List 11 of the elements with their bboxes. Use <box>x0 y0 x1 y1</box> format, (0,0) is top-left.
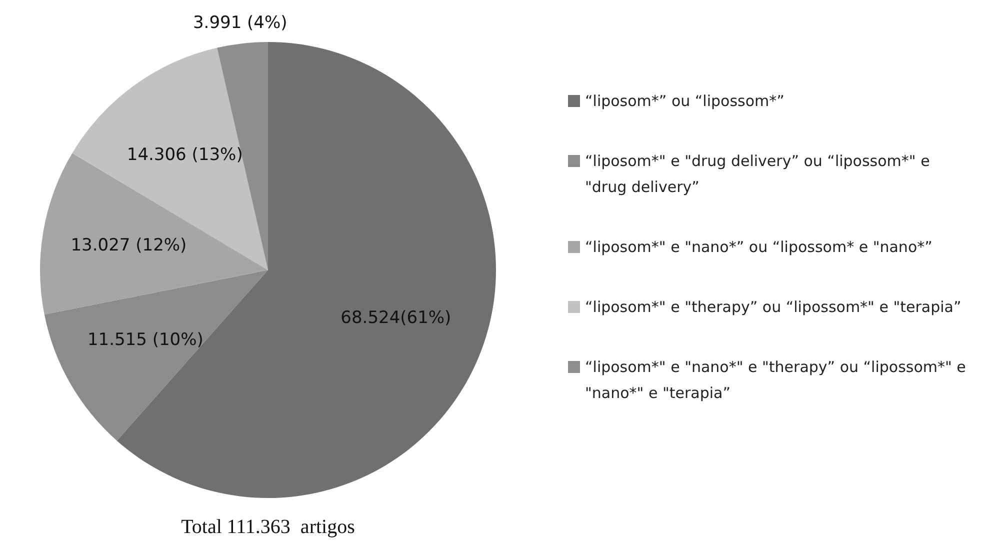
data-label: 68.524(61%) <box>340 308 452 328</box>
legend-label: “liposom*" e "nano*” ou “lipossom* e "nano*” <box>585 237 932 258</box>
legend-label: “liposom*" e "nano*" e "therapy” ou “lipossom*" e "nano*" e "terapia” <box>585 357 967 404</box>
legend-label: “liposom*" e "therapy” ou “lipossom*" e "terapia” <box>585 297 962 318</box>
legend-label: “liposom*" e "drug delivery” ou “lipossom*" e "drug delivery” <box>585 151 931 198</box>
data-label: 11.515 (10%) <box>87 330 204 350</box>
legend-label: “liposom*” ou “lipossom*” <box>585 91 784 112</box>
data-label: 13.027 (12%) <box>70 235 187 256</box>
data-label: 14.306 (13%) <box>126 145 243 166</box>
text: Total 111.363 artigos <box>180 516 356 539</box>
data-label: 3.991 (4%) <box>192 12 288 33</box>
